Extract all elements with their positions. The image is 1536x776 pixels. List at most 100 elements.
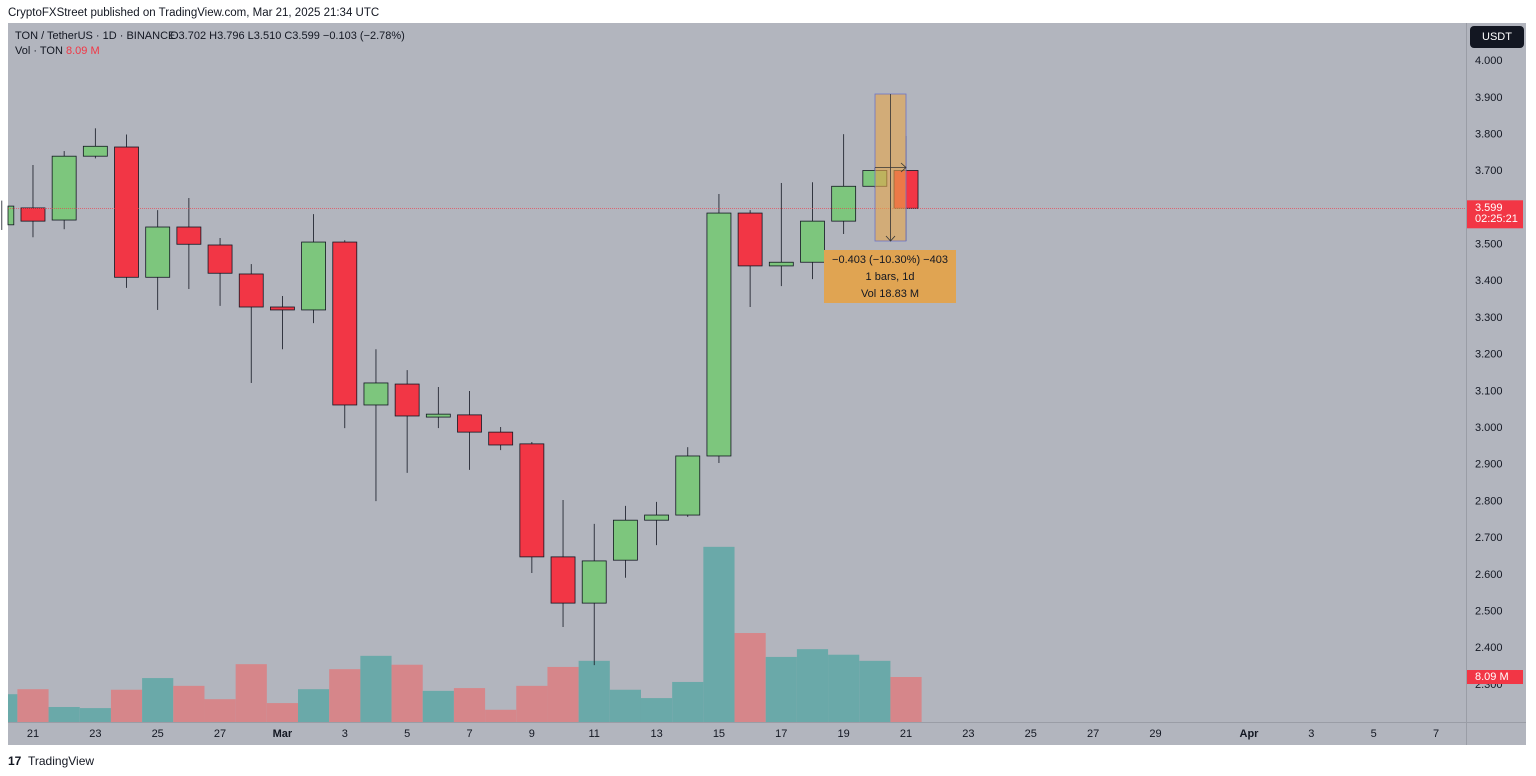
x-tick-label: 7	[466, 728, 472, 740]
measure-change: −0.403 (−10.30%) −403	[832, 254, 948, 266]
x-tick-label: Apr	[1240, 728, 1260, 740]
volume-bar	[796, 649, 829, 722]
candle-body	[550, 556, 576, 604]
x-tick-label: 15	[713, 728, 725, 740]
volume-bar	[110, 689, 143, 722]
y-tick-label: 3.100	[1475, 385, 1503, 397]
x-tick-label: 23	[962, 728, 974, 740]
volume-bar	[360, 655, 392, 722]
volume-bar	[640, 698, 673, 722]
logo: 17	[8, 754, 22, 768]
countdown-label: 02:25:21	[1475, 213, 1518, 225]
x-tick-label: 3	[342, 728, 348, 740]
candle-body	[238, 273, 264, 308]
candle-body	[457, 414, 482, 433]
x-tick-label: 5	[404, 728, 410, 740]
volume-bar	[79, 708, 111, 722]
x-tick-label: 19	[838, 728, 850, 740]
candle-body	[581, 560, 607, 604]
volume-bar	[17, 689, 49, 722]
x-tick-label: 13	[650, 728, 662, 740]
x-tick-label: 23	[89, 728, 101, 740]
volume-bar	[672, 681, 704, 722]
volume-bar	[703, 546, 735, 722]
footer: TradingView	[28, 754, 94, 768]
volume-bar	[828, 654, 860, 722]
candle-body	[488, 431, 514, 446]
volume-bar	[142, 678, 174, 722]
x-tick-label: Mar	[273, 728, 293, 740]
y-tick-label: 2.800	[1475, 495, 1503, 507]
x-tick-label: 27	[214, 728, 226, 740]
measure-arrowhead	[900, 162, 907, 173]
volume-bar	[8, 694, 18, 722]
candle-body	[270, 306, 295, 311]
y-tick-label: 2.900	[1475, 459, 1503, 471]
x-tick-label: 7	[1433, 728, 1439, 740]
candle-body	[519, 443, 545, 558]
ohlc: O3.702 H3.796 L3.510 C3.599 −0.103 (−2.7…	[170, 30, 405, 42]
y-tick-label: 3.700	[1475, 165, 1503, 177]
measure-arrowhead	[885, 235, 896, 242]
candle-body	[613, 519, 638, 561]
candle-body	[301, 241, 327, 311]
candle-body	[114, 146, 139, 278]
x-tick-label: 27	[1087, 728, 1099, 740]
volume-bar	[765, 656, 797, 722]
y-tick-label: 2.600	[1475, 569, 1503, 581]
volume-bar	[578, 660, 610, 722]
volume-title: Vol · TON	[15, 45, 63, 57]
last-price-label: 3.599	[1475, 202, 1503, 214]
volume-bar	[391, 664, 423, 722]
currency-button-label[interactable]: USDT	[1482, 31, 1512, 43]
y-tick-label: 4.000	[1475, 55, 1503, 67]
plot-background	[8, 23, 1526, 745]
measure-volume: Vol 18.83 M	[861, 288, 919, 300]
candle-body	[7, 205, 15, 226]
publisher: CryptoFXStreet published on TradingView.…	[8, 7, 379, 19]
volume-bar	[204, 699, 236, 722]
measure-box	[824, 250, 956, 303]
symbol: TON / TetherUS · 1D · BINANCE	[15, 30, 175, 42]
currency-button[interactable]	[1470, 26, 1524, 48]
volume-bar	[609, 689, 641, 722]
candle-body	[176, 226, 202, 245]
x-tick-label: 17	[775, 728, 787, 740]
volume-bar	[734, 633, 766, 722]
y-tick-label: 2.700	[1475, 532, 1503, 544]
volume-value: 8.09 M	[66, 45, 100, 57]
candle-body	[831, 185, 857, 222]
candle-body	[706, 212, 732, 457]
candle-body	[363, 382, 389, 406]
last-price-tag	[1467, 200, 1523, 229]
candle-body	[20, 207, 46, 222]
volume-bar	[485, 709, 517, 722]
candle-body	[51, 155, 77, 221]
x-tick-label: 21	[27, 728, 39, 740]
y-tick-label: 2.400	[1475, 642, 1503, 654]
volume-bar	[859, 660, 891, 722]
volume-bar	[173, 685, 205, 722]
y-tick-label: 3.500	[1475, 239, 1503, 251]
volume-bar	[516, 685, 548, 722]
candle-body	[82, 145, 108, 157]
x-tick-label: 21	[900, 728, 912, 740]
volume-tag-label: 8.09 M	[1475, 671, 1509, 683]
y-tick-label: 3.300	[1475, 312, 1503, 324]
volume-tag	[1467, 670, 1523, 685]
candle-body	[394, 383, 420, 417]
volume-bar	[422, 690, 454, 722]
y-tick-label: 3.400	[1475, 275, 1503, 287]
y-tick-label: 2.500	[1475, 605, 1503, 617]
volume-bar	[329, 669, 361, 722]
candle-body	[800, 220, 825, 263]
x-tick-label: 11	[589, 728, 600, 740]
candle-body	[145, 226, 171, 278]
y-tick-label: 3.800	[1475, 128, 1503, 140]
candle-body	[737, 212, 763, 267]
x-tick-label: 5	[1371, 728, 1377, 740]
y-tick-label: 3.200	[1475, 349, 1503, 361]
candle-body	[675, 455, 701, 516]
